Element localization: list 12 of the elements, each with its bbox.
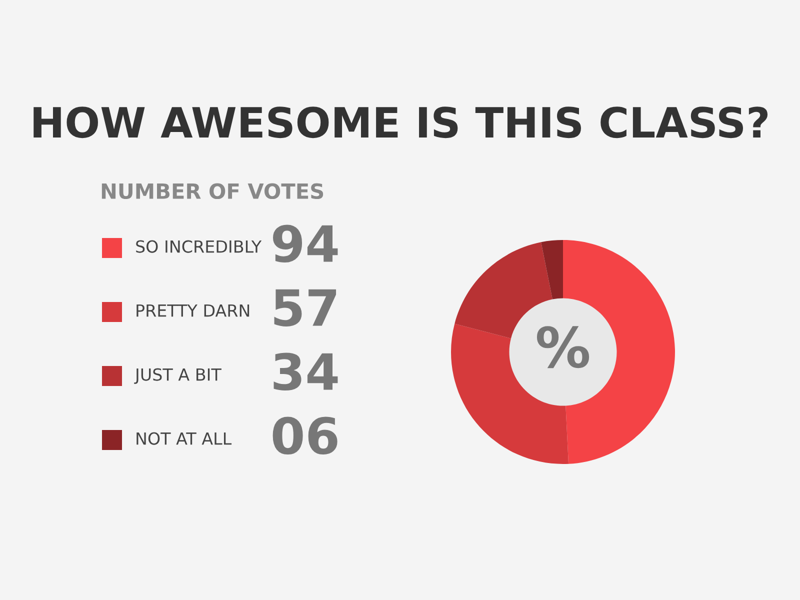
legend-label: SO INCREDIBLY <box>136 240 262 253</box>
data-label: 34 <box>274 352 338 391</box>
chart-title: HOW AWESOME IS THIS CLASS? <box>34 106 768 138</box>
data-label: 57 <box>274 289 336 327</box>
legend-label: NOT AT ALL <box>136 432 232 445</box>
donut-slice <box>541 240 563 300</box>
text: % <box>536 326 590 368</box>
legend-label: JUST A BIT <box>134 368 222 384</box>
legend-label: PRETTY DARN <box>136 304 250 317</box>
data-label: 94 <box>273 224 338 263</box>
data-label: 06 <box>272 416 338 455</box>
legend-title: NUMBER OF VOTES <box>102 183 324 200</box>
